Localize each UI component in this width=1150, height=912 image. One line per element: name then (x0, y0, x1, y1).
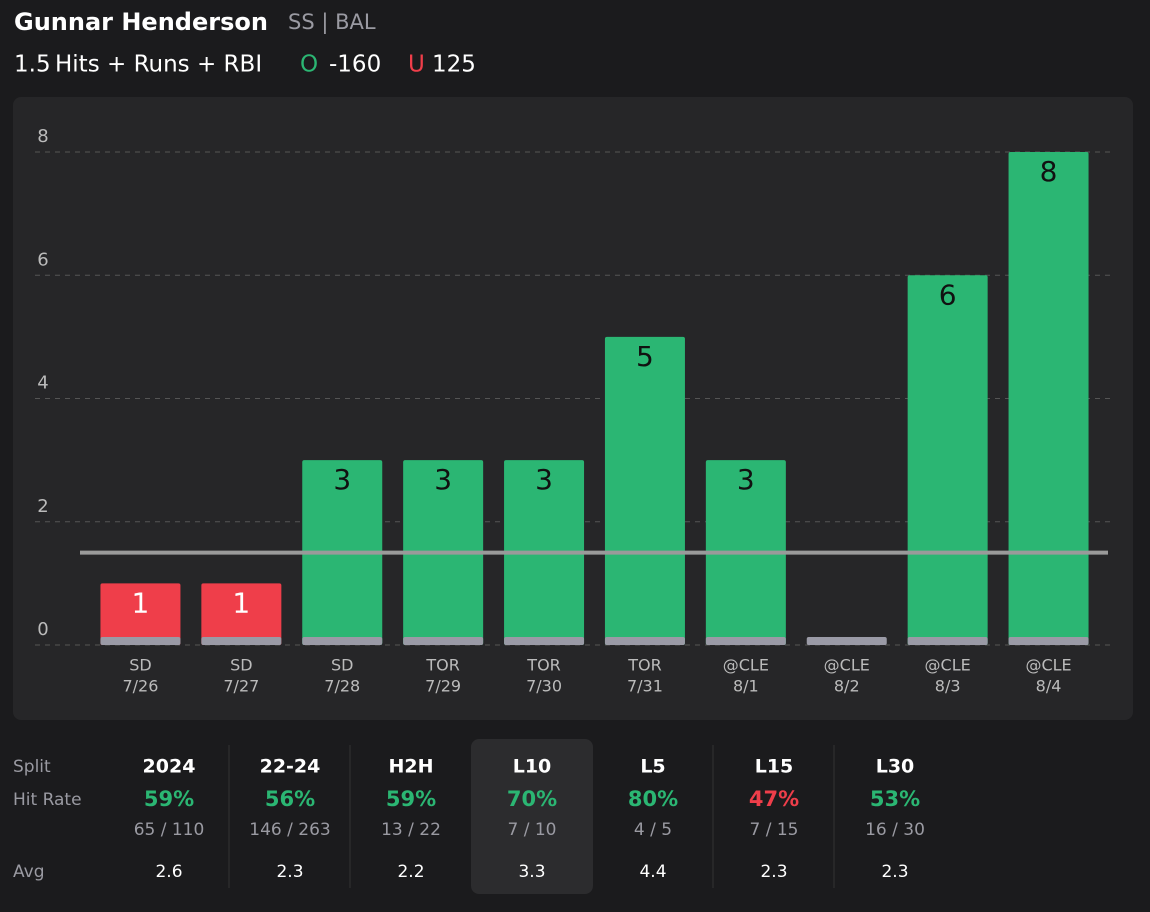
avg: 2.3 (760, 862, 787, 882)
x-tick-label: SD (331, 656, 353, 675)
split-name: L5 (640, 756, 665, 778)
bar-base (705, 637, 786, 645)
avg: 4.4 (639, 862, 666, 882)
splits-table: Split Hit Rate Avg 2024 59% 65 / 110 2.6 22-24 5… (13, 739, 925, 894)
hit-rate: 70% (507, 787, 557, 811)
value-label: 3 (535, 463, 553, 496)
value-label: 8 (1040, 155, 1058, 188)
chart: 0 2 4 6 8 SD 7/26 1 SD 7/27 1 SD 7/28 3 TOR 7/29 3 TOR 7/3… (35, 126, 1110, 696)
hit-rate: 53% (870, 787, 920, 811)
x-tick-date: 8/4 (1036, 677, 1062, 696)
selected-column (471, 739, 593, 894)
under-odds: 125 (432, 52, 476, 78)
x-tick-label: TOR (425, 656, 459, 675)
bar (907, 275, 988, 645)
hit-rate: 47% (749, 787, 799, 811)
bar-base (604, 637, 685, 645)
x-tick-date: 7/30 (526, 677, 562, 696)
value-label: 5 (636, 340, 654, 373)
avg: 2.6 (155, 862, 182, 882)
value-label: 3 (737, 463, 755, 496)
value-label: 6 (939, 278, 957, 311)
value-label: 3 (434, 463, 452, 496)
y-tick-label: 6 (37, 249, 48, 270)
bar (604, 336, 685, 645)
under-label: U (408, 52, 425, 78)
row-label: Split (13, 757, 51, 777)
split-name: L10 (513, 756, 552, 778)
bar-base (504, 637, 585, 645)
x-tick-date: 8/1 (733, 677, 759, 696)
bar-base (907, 637, 988, 645)
bar-base (1008, 637, 1089, 645)
y-tick-label: 2 (37, 496, 48, 517)
bar-base (100, 637, 181, 645)
split-name: 2024 (143, 756, 196, 778)
y-tick-label: 4 (37, 373, 48, 394)
x-tick-date: 7/29 (425, 677, 461, 696)
value-label: 3 (333, 463, 351, 496)
bar-base (201, 637, 282, 645)
y-tick-label: 0 (37, 619, 48, 640)
x-tick-date: 7/28 (324, 677, 360, 696)
bar-base (806, 637, 887, 645)
hit-count: 7 / 15 (750, 820, 799, 840)
x-tick-label: @CLE (925, 656, 971, 675)
x-tick-label: TOR (526, 656, 560, 675)
bar-base (302, 637, 383, 645)
hit-count: 146 / 263 (249, 820, 330, 840)
avg: 3.3 (518, 862, 545, 882)
bar (100, 583, 181, 645)
x-tick-date: 7/31 (627, 677, 663, 696)
split-name: H2H (388, 756, 433, 778)
x-tick-label: @CLE (1025, 656, 1071, 675)
player-name: Gunnar Henderson (14, 8, 268, 36)
bar (201, 583, 282, 645)
x-tick-date: 8/2 (834, 677, 860, 696)
hit-rate: 59% (144, 787, 194, 811)
y-tick-label: 8 (37, 126, 48, 147)
hit-count: 7 / 10 (508, 820, 557, 840)
x-tick-label: SD (230, 656, 252, 675)
over-odds: -160 (329, 52, 381, 78)
split-name: 22-24 (260, 756, 321, 778)
avg: 2.3 (881, 862, 908, 882)
hit-count: 16 / 30 (865, 820, 925, 840)
bar-base (403, 637, 484, 645)
x-tick-date: 7/27 (223, 677, 259, 696)
chart-panel (13, 97, 1133, 720)
value-label: 1 (132, 586, 150, 619)
bar (1008, 152, 1089, 645)
split-name: L15 (755, 756, 794, 778)
player-position: SS | BAL (288, 10, 376, 35)
row-label: Hit Rate (13, 790, 82, 810)
split-name: L30 (876, 756, 915, 778)
value-label: 1 (232, 586, 250, 619)
hit-rate: 80% (628, 787, 678, 811)
hit-rate: 56% (265, 787, 315, 811)
x-tick-date: 7/26 (122, 677, 158, 696)
x-tick-label: @CLE (723, 656, 769, 675)
x-tick-date: 8/3 (935, 677, 961, 696)
prop-market: Hits + Runs + RBI (55, 52, 262, 78)
row-label: Avg (13, 862, 45, 882)
avg: 2.3 (276, 862, 303, 882)
x-tick-label: SD (129, 656, 151, 675)
over-label: O (300, 52, 318, 78)
prop-line: 1.5 (14, 52, 51, 78)
hit-count: 13 / 22 (381, 820, 441, 840)
x-tick-label: TOR (627, 656, 661, 675)
hit-rate: 59% (386, 787, 436, 811)
hit-count: 65 / 110 (134, 820, 205, 840)
avg: 2.2 (397, 862, 424, 882)
x-tick-label: @CLE (824, 656, 870, 675)
hit-count: 4 / 5 (634, 820, 672, 840)
